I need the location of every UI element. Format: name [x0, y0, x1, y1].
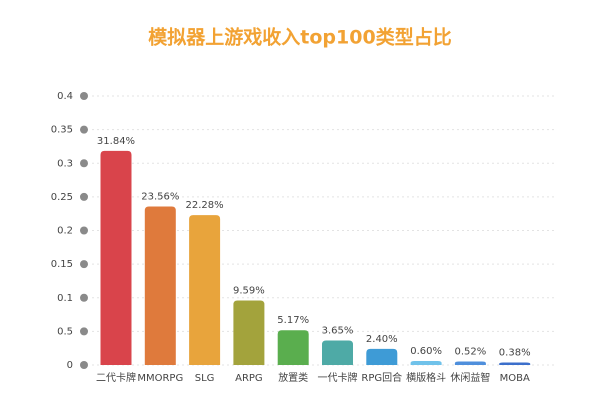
- y-tick-label: 0.5: [57, 326, 73, 337]
- y-tick-label: 0: [67, 360, 73, 371]
- y-tick-label: 0.2: [57, 226, 73, 237]
- bar: [189, 215, 221, 365]
- y-tick-label: 0.3: [57, 158, 73, 169]
- bar: [277, 330, 309, 365]
- bar: [100, 150, 132, 365]
- tick-dot: [80, 92, 88, 100]
- bar: [144, 206, 176, 365]
- x-tick-label: 放置类: [278, 371, 308, 384]
- bar: [322, 340, 353, 365]
- y-tick-label: 0.15: [51, 259, 73, 270]
- x-tick-label: RPG回合: [361, 371, 402, 384]
- x-tick-label: 一代卡牌: [318, 371, 358, 384]
- bar: [454, 361, 486, 365]
- bar: [499, 362, 531, 365]
- x-tick-label: MOBA: [500, 373, 530, 384]
- x-tick-label: 休闲益智: [450, 371, 490, 384]
- bar: [233, 300, 265, 365]
- value-label: 0.38%: [499, 347, 531, 358]
- x-tick-label: SLG: [195, 373, 215, 384]
- value-label: 3.65%: [322, 325, 354, 336]
- tick-dot: [80, 125, 88, 134]
- x-tick-label: 横版格斗: [406, 371, 446, 384]
- value-label: 31.84%: [97, 136, 135, 147]
- tick-dot: [80, 226, 88, 235]
- chart-title: 模拟器上游戏收入top100类型占比: [148, 26, 451, 49]
- tick-dot: [80, 293, 88, 302]
- y-tick-label: 0.25: [51, 192, 73, 203]
- bar: [410, 360, 442, 365]
- tick-dot: [80, 159, 88, 168]
- y-tick-label: 0.4: [57, 91, 73, 102]
- value-label: 2.40%: [366, 334, 398, 345]
- value-label: 5.17%: [277, 315, 309, 326]
- value-label: 23.56%: [141, 192, 179, 203]
- tick-dot: [80, 192, 88, 201]
- tick-dot: [80, 260, 88, 269]
- x-tick-label: 二代卡牌: [96, 371, 136, 384]
- value-label: 22.28%: [186, 200, 224, 211]
- value-label: 0.52%: [455, 347, 487, 358]
- y-tick-label: 0.1: [57, 293, 73, 304]
- tick-dot: [80, 327, 88, 336]
- bar: [366, 348, 398, 365]
- x-tick-label: ARPG: [235, 373, 263, 384]
- y-tick-label: 0.35: [51, 125, 73, 136]
- value-label: 0.60%: [410, 346, 442, 357]
- value-label: 9.59%: [233, 286, 265, 297]
- tick-dot: [80, 361, 88, 369]
- x-tick-label: MMORPG: [137, 373, 183, 384]
